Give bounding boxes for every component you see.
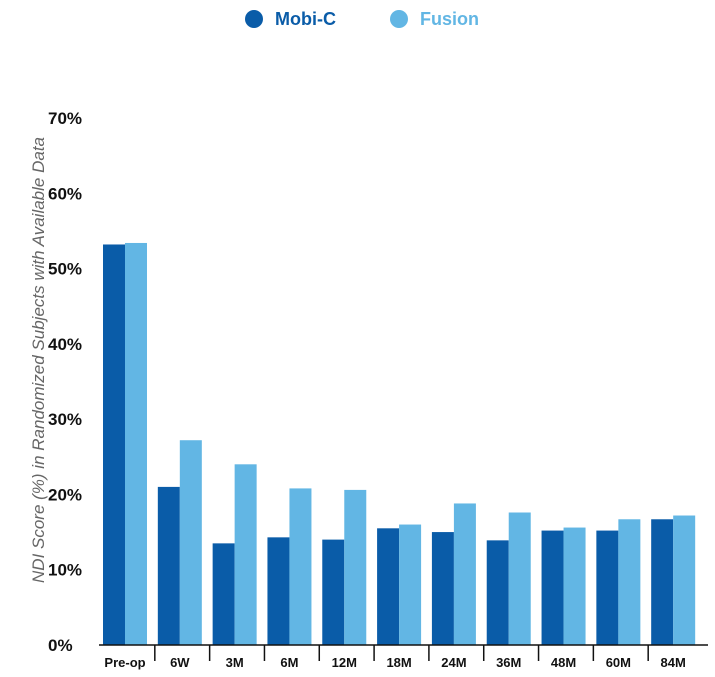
bar-fusion-84m [673,515,696,645]
bar-mobi-c-pre-op [103,244,125,646]
legend-label-fusion: Fusion [420,9,479,29]
x-tick-label: 48M [551,655,576,670]
y-tick-label: 0% [48,636,73,655]
bars [103,242,696,646]
bar-fusion-48m [563,527,586,645]
legend: Mobi-C Fusion [245,9,479,29]
bar-mobi-c-24m [431,532,454,645]
y-tick-label: 60% [48,184,82,203]
bar-mobi-c-3m [212,543,235,645]
bar-mobi-c-36m [486,540,509,645]
bar-fusion-24m [453,503,476,645]
y-tick-label: 30% [48,410,82,429]
x-tick-label: 3M [226,655,244,670]
y-tick-label: 50% [48,260,82,279]
x-axis: Pre-op 6W 3M 6M 12M 18M 24M 36M 48M 60M 84M [99,644,708,670]
y-tick-label: 20% [48,485,82,504]
x-tick-label: 84M [661,655,686,670]
y-tick-label: 70% [48,109,82,128]
bar-fusion-18m [399,524,422,645]
x-tick-label: 6M [280,655,298,670]
y-tick-label: 10% [48,561,82,580]
bar-mobi-c-48m [541,530,564,645]
bar-fusion-60m [618,519,641,645]
bar-mobi-c-18m [377,528,400,645]
bar-mobi-c-84m [651,519,674,645]
y-tick-label: 40% [48,335,82,354]
legend-label-mobi-c: Mobi-C [275,9,336,29]
bar-mobi-c-6m [267,537,290,645]
bar-mobi-c-60m [596,530,619,645]
y-axis-label: NDI Score (%) in Randomized Subjects wit… [29,137,48,583]
x-tick-label: 6W [170,655,190,670]
x-tick-label: 18M [386,655,411,670]
x-tick-label: 60M [606,655,631,670]
bar-fusion-12m [344,489,367,645]
y-axis-ticks: 0% 10% 20% 30% 40% 50% 60% 70% [48,109,82,655]
legend-marker-fusion [390,10,408,28]
bar-fusion-3m [234,464,257,645]
bar-fusion-36m [508,512,531,645]
x-tick-label: Pre-op [104,655,145,670]
bar-fusion-pre-op [125,242,147,645]
legend-marker-mobi-c [245,10,263,28]
bar-mobi-c-12m [322,539,345,645]
x-tick-label: 24M [441,655,466,670]
bar-fusion-6w [179,440,202,645]
bar-mobi-c-6w [157,486,180,645]
x-tick-label: 12M [332,655,357,670]
x-tick-label: 36M [496,655,521,670]
bar-fusion-6m [289,488,312,645]
